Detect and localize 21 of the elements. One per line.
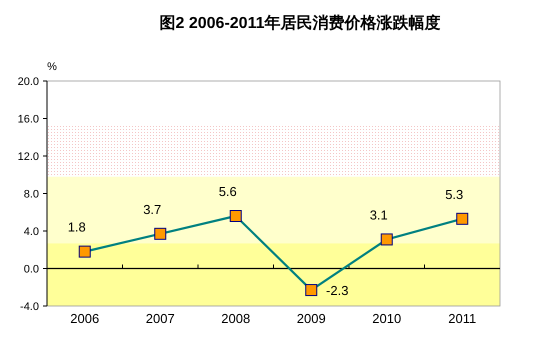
y-tick-label: 16.0 (18, 114, 39, 126)
data-label: 3.7 (143, 202, 162, 217)
x-tick-label: 2010 (372, 311, 402, 326)
y-tick-label: 12.0 (18, 151, 39, 163)
data-label: 3.1 (370, 207, 388, 222)
x-tick-label: 2009 (296, 311, 326, 326)
x-tick-label: 2011 (448, 311, 476, 326)
y-tick-label: 4.0 (24, 226, 39, 238)
y-tick-label: 20.0 (18, 76, 39, 88)
x-tick-label: 2008 (221, 311, 250, 326)
y-axis-title: % (47, 61, 58, 73)
x-tick-label: 2007 (146, 311, 175, 326)
x-tick-label: 2006 (70, 311, 100, 326)
y-tick-label: 0.0 (24, 264, 39, 276)
data-label: 5.3 (445, 186, 464, 202)
data-label: 5.6 (218, 184, 237, 199)
y-tick-label: 8.0 (24, 188, 39, 200)
chart-title: 图2 2006-2011年居民消费价格涨跌幅度 (160, 13, 440, 32)
y-tick-label: -4.0 (20, 301, 39, 313)
data-label: -2.3 (326, 283, 348, 298)
data-label: 1.8 (68, 220, 86, 235)
